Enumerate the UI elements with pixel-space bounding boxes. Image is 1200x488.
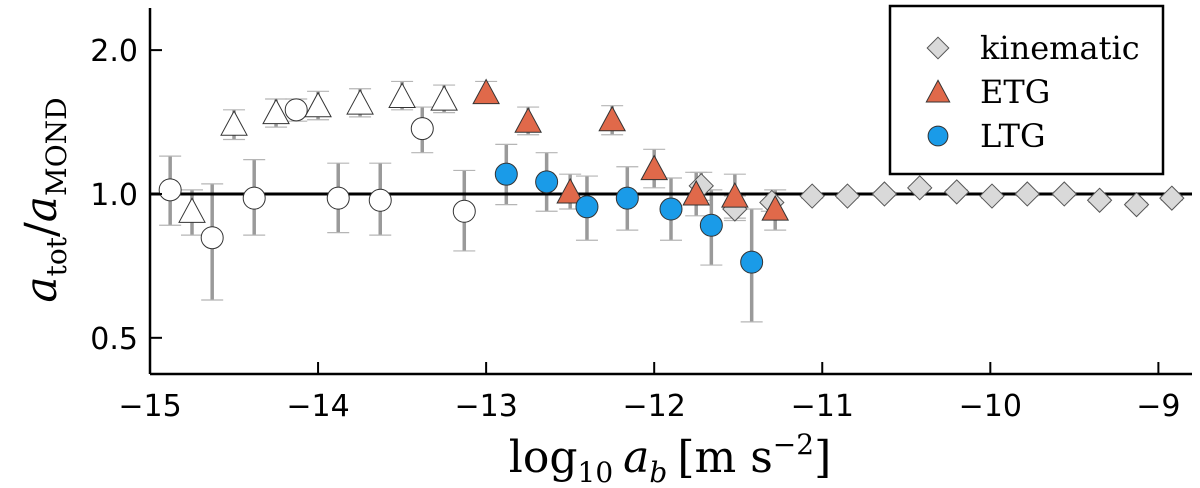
series-1-point-3-marker xyxy=(598,105,627,132)
axes: −15 −14 −13 −12 −11 −10 −9 0.5 1.0 2.0 xyxy=(90,8,1192,424)
series-1-point-7-marker xyxy=(761,194,790,221)
series-4-point-2-marker xyxy=(262,98,290,125)
series-3-point-6-marker xyxy=(410,117,434,141)
x-tick-label-2: −13 xyxy=(454,389,517,424)
x-axis-title-unit-sup: −2 xyxy=(773,428,814,461)
series-4-point-1-marker xyxy=(220,110,248,136)
x-tick-label-3: −12 xyxy=(623,389,686,424)
series-0-point-6-marker xyxy=(907,175,933,201)
markers xyxy=(158,78,1185,274)
series-2-point-2-marker xyxy=(575,195,599,219)
series-0-point-11-marker xyxy=(1086,187,1113,213)
series-0-point-7-marker xyxy=(944,179,970,205)
series-2-point-0-marker xyxy=(494,162,518,186)
legend-label-etg: ETG xyxy=(980,73,1050,111)
series-1-point-0-marker xyxy=(472,78,500,105)
series-0-point-3-marker xyxy=(799,183,825,209)
series-4-point-3-marker xyxy=(304,91,332,118)
series-0-point-12-marker xyxy=(1123,191,1150,218)
legend-label-kinematic: kinematic xyxy=(980,29,1140,67)
y-axis-title-num-sub: tot xyxy=(40,236,73,276)
x-axis-title-unit-open: [m s xyxy=(677,432,772,483)
series-1-point-5-marker xyxy=(682,179,711,206)
series-3-point-1-marker xyxy=(200,226,224,250)
series-4-point-5-marker xyxy=(388,82,416,108)
series-0-point-8-marker xyxy=(979,183,1005,209)
y-tick-label-1: 1.0 xyxy=(90,178,138,213)
y-tick-label-0: 0.5 xyxy=(90,322,138,357)
series-0-point-10-marker xyxy=(1051,181,1077,207)
y-axis-title-den-sub: MOND xyxy=(40,97,73,196)
series-3-point-5-marker xyxy=(368,188,392,212)
series-1-point-2-marker xyxy=(556,177,584,204)
series-2-point-3-marker xyxy=(615,186,639,210)
x-axis-title-sub: 10 xyxy=(578,456,614,488)
series-2-point-6-marker xyxy=(740,250,764,274)
series-1-point-6-marker xyxy=(721,182,749,208)
series-3-point-2-marker xyxy=(242,186,266,210)
legend-label-ltg: LTG xyxy=(980,117,1046,155)
series-1-point-1-marker xyxy=(514,107,542,133)
y-tick-label-2: 2.0 xyxy=(90,34,138,69)
x-tick-label-6: −9 xyxy=(1136,389,1180,424)
series-4-point-0-marker xyxy=(178,197,206,223)
series-3-point-7-marker xyxy=(452,199,476,223)
y-axis-title-den: a xyxy=(16,196,67,222)
x-tick-label-4: −11 xyxy=(791,389,854,424)
x-axis-title-unit-close: ] xyxy=(814,432,831,483)
y-axis-title-slash: / xyxy=(16,222,67,237)
series-4-point-4-marker xyxy=(346,88,374,115)
series-2-point-5-marker xyxy=(699,213,723,237)
x-tick-label-5: −10 xyxy=(959,389,1022,424)
series-4-point-6-marker xyxy=(430,84,458,111)
y-axis-title: atot/aMOND xyxy=(16,97,73,302)
y-axis-title-num: a xyxy=(16,276,67,302)
series-2-point-1-marker xyxy=(535,170,559,194)
series-0-point-13-marker xyxy=(1159,185,1185,211)
series-1-point-4-marker xyxy=(640,154,669,181)
series-0-point-9-marker xyxy=(1014,181,1041,207)
legend: kinematic ETG LTG xyxy=(888,4,1165,176)
series-3-point-3-marker xyxy=(284,98,308,122)
legend-marker-ltg xyxy=(927,125,949,147)
x-axis-title-var: a xyxy=(623,432,649,483)
x-tick-label-1: −14 xyxy=(286,389,349,424)
series-2-point-4-marker xyxy=(659,197,683,221)
x-tick-label-0: −15 xyxy=(118,389,181,424)
series-0-point-4-marker xyxy=(834,183,861,209)
x-axis-title-var-sub: b xyxy=(649,456,667,488)
series-3-point-0-marker xyxy=(158,178,182,202)
legend-marker-kinematic xyxy=(926,36,950,60)
legend-marker-etg xyxy=(925,79,951,103)
x-axis-title: log10 ab [m s−2] xyxy=(509,428,831,488)
series-3-point-4-marker xyxy=(326,186,350,210)
series-0-point-5-marker xyxy=(871,181,898,207)
x-axis-title-base: log xyxy=(509,432,578,483)
